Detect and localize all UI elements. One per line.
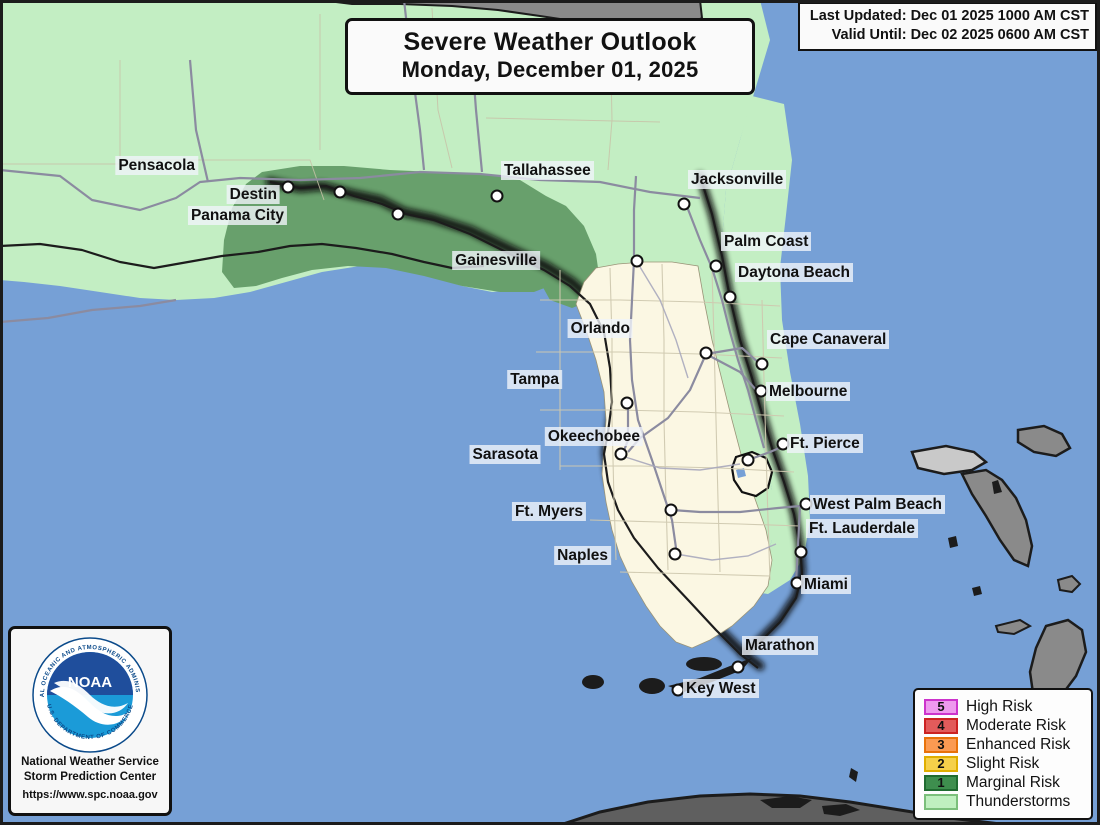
legend-swatch: 5 bbox=[924, 698, 958, 715]
city-label: Miami bbox=[801, 575, 851, 595]
city-marker-dot bbox=[709, 259, 723, 273]
city-marker-dot bbox=[794, 545, 808, 559]
city-label: Ft. Pierce bbox=[787, 434, 863, 454]
last-updated-text: Last Updated: Dec 01 2025 1000 AM CST bbox=[809, 8, 1089, 24]
timestamp-box: Last Updated: Dec 01 2025 1000 AM CST Va… bbox=[798, 2, 1097, 52]
city-label: Sarasota bbox=[469, 445, 541, 465]
city-marker-dot bbox=[741, 453, 755, 467]
legend-swatch: 4 bbox=[924, 717, 958, 734]
valid-until-text: Valid Until: Dec 02 2025 0600 AM CST bbox=[831, 27, 1089, 44]
city-label: Cape Canaveral bbox=[767, 330, 890, 350]
city-label: Melbourne bbox=[766, 382, 851, 402]
city-marker-dot bbox=[614, 447, 628, 461]
city-label: Tampa bbox=[507, 370, 562, 390]
noaa-seal-icon: NOAA NATIONAL OCEANIC AND ATMOSPHERIC AD… bbox=[27, 631, 150, 755]
city-marker-dot bbox=[391, 207, 405, 221]
legend-swatch bbox=[924, 793, 958, 810]
agency-name-line1: National Weather Service bbox=[21, 756, 159, 768]
city-marker-dot bbox=[677, 197, 691, 211]
city-label: Destin bbox=[226, 185, 280, 205]
city-marker-dot bbox=[699, 346, 713, 360]
city-marker-dot bbox=[281, 180, 295, 194]
legend-swatch: 3 bbox=[924, 736, 958, 753]
legend-label: Slight Risk bbox=[966, 754, 1040, 772]
title-box: Severe Weather Outlook Monday, December … bbox=[345, 18, 755, 96]
agency-name-line2: Storm Prediction Center bbox=[23, 770, 157, 783]
page-subtitle-date: Monday, December 01, 2025 bbox=[401, 56, 699, 82]
city-label: Jacksonville bbox=[688, 170, 787, 190]
city-marker-dot bbox=[490, 189, 504, 203]
legend-row: 4 Moderate Risk bbox=[924, 716, 1083, 735]
city-marker-dot bbox=[333, 185, 347, 199]
agency-url: https://www.spc.noaa.gov bbox=[22, 789, 158, 802]
legend-label: Marginal Risk bbox=[966, 773, 1060, 791]
legend-swatch: 1 bbox=[924, 774, 958, 791]
city-marker-dot bbox=[668, 547, 682, 561]
legend-label: Moderate Risk bbox=[966, 716, 1066, 734]
city-label: Ft. Myers bbox=[511, 502, 586, 522]
city-marker-dot bbox=[630, 254, 644, 268]
florida-landmass bbox=[575, 261, 773, 649]
risk-legend: 5 High Risk 4 Moderate Risk 3 Enhanced Risk 2 S… bbox=[913, 688, 1093, 820]
page-title: Severe Weather Outlook bbox=[403, 28, 697, 56]
legend-row: Thunderstorms bbox=[924, 792, 1083, 811]
city-label: Okeechobee bbox=[544, 427, 643, 447]
city-label: Gainesville bbox=[452, 251, 540, 271]
legend-label: Thunderstorms bbox=[966, 792, 1071, 810]
city-marker-dot bbox=[620, 396, 634, 410]
legend-row: 3 Enhanced Risk bbox=[924, 735, 1083, 754]
city-label: Naples bbox=[554, 546, 611, 566]
city-marker-dot bbox=[664, 503, 678, 517]
city-label: Ft. Lauderdale bbox=[806, 519, 918, 539]
legend-label: Enhanced Risk bbox=[966, 735, 1071, 753]
city-label: Palm Coast bbox=[721, 232, 812, 252]
svg-text:NOAA: NOAA bbox=[68, 674, 112, 691]
city-label: Key West bbox=[683, 679, 759, 699]
city-label: Marathon bbox=[742, 636, 818, 656]
legend-label: High Risk bbox=[966, 697, 1033, 715]
city-marker-dot bbox=[755, 357, 769, 371]
city-label: Tallahassee bbox=[501, 161, 594, 181]
city-marker-dot bbox=[723, 290, 737, 304]
noaa-agency-card: NOAA NATIONAL OCEANIC AND ATMOSPHERIC AD… bbox=[8, 626, 172, 816]
legend-row: 1 Marginal Risk bbox=[924, 773, 1083, 792]
risk-area-thunderstorms bbox=[0, 0, 810, 594]
legend-swatch: 2 bbox=[924, 755, 958, 772]
county-boundaries bbox=[536, 263, 801, 581]
city-label: Pensacola bbox=[115, 156, 198, 176]
legend-row: 2 Slight Risk bbox=[924, 754, 1083, 773]
city-label: Panama City bbox=[187, 206, 287, 226]
legend-row: 5 High Risk bbox=[924, 697, 1083, 716]
city-label: Daytona Beach bbox=[735, 263, 853, 283]
city-marker-dot bbox=[731, 660, 745, 674]
city-label: West Palm Beach bbox=[810, 495, 945, 515]
city-label: Orlando bbox=[567, 319, 633, 339]
